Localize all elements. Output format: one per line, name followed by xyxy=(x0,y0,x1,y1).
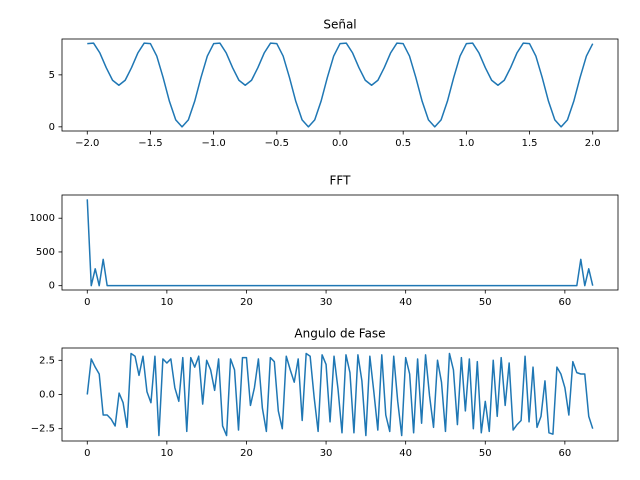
x-tick-label: 30 xyxy=(320,448,333,459)
x-tick-label: 60 xyxy=(559,297,572,308)
data-line xyxy=(86,199,594,287)
x-tick-label: 10 xyxy=(161,448,174,459)
y-tick-label: −2.5 xyxy=(31,424,55,435)
x-tick-label: 20 xyxy=(240,448,253,459)
chart-title: Señal xyxy=(323,18,356,32)
axes-frame xyxy=(61,347,619,442)
y-tick-label: 500 xyxy=(36,247,55,258)
axes-frame xyxy=(61,38,619,132)
x-tick-label: 40 xyxy=(399,448,412,459)
x-tick-label: 20 xyxy=(240,297,253,308)
x-tick-label: −1.0 xyxy=(201,138,225,149)
x-tick-label: 50 xyxy=(479,448,492,459)
x-tick-label: 1.0 xyxy=(458,138,474,149)
x-tick-label: 0 xyxy=(84,297,90,308)
chart-title: Angulo de Fase xyxy=(294,327,385,341)
x-tick-label: 10 xyxy=(161,297,174,308)
y-tick-label: 0 xyxy=(49,122,55,133)
x-tick-label: 2.0 xyxy=(585,138,601,149)
x-tick-label: 0.0 xyxy=(332,138,348,149)
y-tick-label: 5 xyxy=(49,70,55,81)
x-tick-label: −0.5 xyxy=(265,138,289,149)
y-tick-label: 0 xyxy=(49,281,55,292)
x-tick-label: 40 xyxy=(399,297,412,308)
x-tick-label: −1.5 xyxy=(138,138,162,149)
y-tick-label: 0.0 xyxy=(39,390,55,401)
x-tick-label: 30 xyxy=(320,297,333,308)
x-tick-label: 50 xyxy=(479,297,492,308)
data-line xyxy=(86,352,594,437)
x-tick-label: 60 xyxy=(559,448,572,459)
y-tick-label: 1000 xyxy=(30,213,55,224)
x-tick-label: 0 xyxy=(84,448,90,459)
chart-title: FFT xyxy=(330,174,352,188)
y-tick-label: 2.5 xyxy=(39,355,55,366)
axes-frame xyxy=(61,194,619,291)
data-line xyxy=(87,42,594,128)
x-tick-label: 0.5 xyxy=(395,138,411,149)
x-tick-label: 1.5 xyxy=(522,138,538,149)
x-tick-label: −2.0 xyxy=(75,138,99,149)
